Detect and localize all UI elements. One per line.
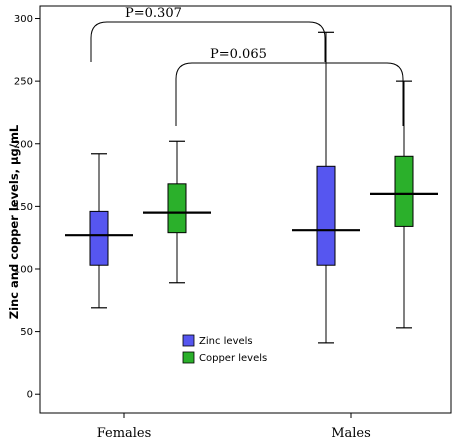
p-value-bracket-zinc: [90, 21, 326, 62]
y-tick-label: 0: [27, 390, 33, 401]
p-value-bracket-zinc-label: P=0.307: [125, 6, 182, 21]
y-axis-title: Zinc and copper levels, μg/mL: [7, 124, 21, 319]
iqr-box: [167, 183, 187, 234]
x-tick-label: Males: [331, 426, 371, 441]
y-tick-label: 250: [14, 77, 33, 88]
iqr-box: [89, 210, 109, 266]
y-tick-label: 100: [14, 264, 33, 275]
iqr-box: [316, 165, 336, 266]
y-tick-label: 150: [14, 202, 33, 213]
legend-label: Copper levels: [199, 353, 267, 364]
x-tick-label: Females: [97, 426, 152, 441]
plot-frame: [39, 5, 452, 414]
p-value-bracket-copper: [175, 62, 404, 126]
legend-swatch: [182, 351, 195, 364]
y-tick-label: 200: [14, 139, 33, 150]
p-value-bracket-copper-label: P=0.065: [210, 47, 267, 62]
iqr-box: [394, 155, 414, 227]
y-tick-label: 50: [20, 327, 33, 338]
legend-label: Zinc levels: [199, 336, 253, 347]
legend-swatch: [182, 334, 195, 347]
box-zinc-levels: [292, 31, 360, 344]
box-zinc-levels: [65, 153, 133, 309]
box-copper-levels: [370, 80, 438, 329]
box-copper-levels: [143, 140, 211, 284]
y-tick-label: 300: [14, 14, 33, 25]
